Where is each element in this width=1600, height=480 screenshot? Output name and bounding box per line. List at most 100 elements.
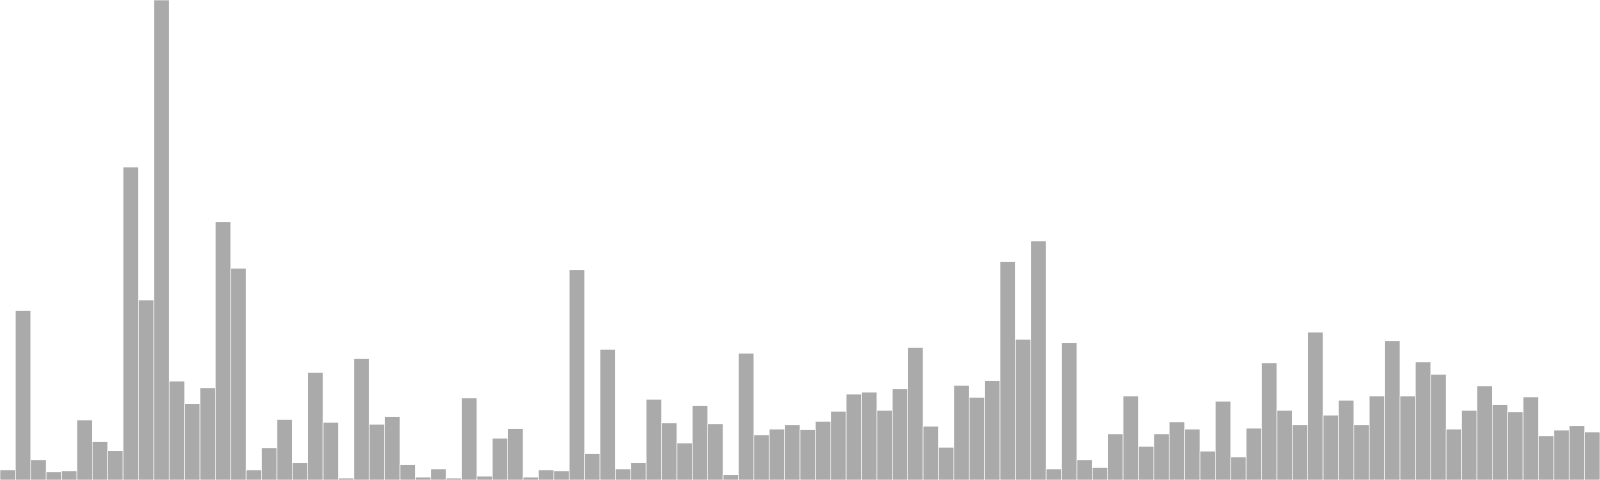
bar-85: [1307, 331, 1324, 480]
bar-12: [184, 403, 201, 480]
bar-57: [876, 410, 893, 480]
bar-62: [953, 385, 970, 480]
bar-36: [553, 470, 570, 480]
bar-6: [92, 441, 108, 480]
bar-84: [1292, 424, 1308, 480]
bar-87: [1338, 400, 1355, 480]
bar-13: [199, 387, 216, 480]
bar-26: [399, 464, 416, 480]
bar-42: [645, 399, 662, 480]
bar-86: [1322, 414, 1339, 480]
bar-80: [1230, 456, 1247, 480]
bar-79: [1215, 400, 1232, 480]
bar-70: [1076, 459, 1093, 480]
bar-2: [30, 459, 47, 480]
bar-95: [1461, 410, 1478, 480]
bar-4: [61, 470, 78, 480]
bar-64: [984, 380, 1001, 480]
bar-43: [661, 422, 678, 480]
bar-31: [476, 475, 493, 480]
bar-7: [107, 450, 124, 480]
bar-52: [799, 429, 816, 480]
bar-21: [322, 422, 339, 480]
bar-66: [1015, 339, 1032, 480]
bar-3: [45, 471, 62, 480]
bar-44: [676, 442, 693, 480]
bar-41: [630, 462, 647, 480]
bar-83: [1276, 410, 1293, 480]
bar-89: [1368, 395, 1385, 480]
bar-17: [261, 447, 278, 480]
bar-94: [1445, 428, 1462, 480]
bar-100: [1538, 435, 1555, 480]
bar-55: [845, 393, 862, 480]
bar-45: [692, 405, 708, 480]
bar-75: [1153, 433, 1170, 480]
bar-25: [384, 416, 401, 480]
bar-53: [815, 421, 832, 480]
bar-5: [76, 419, 93, 480]
bar-72: [1107, 433, 1124, 480]
bar-82: [1261, 362, 1278, 480]
bar-18: [276, 419, 293, 480]
bar-40: [615, 468, 632, 480]
bar-30: [461, 397, 478, 480]
bar-20: [307, 372, 324, 480]
bar-46: [707, 423, 724, 480]
bar-51: [784, 424, 801, 480]
bar-65: [999, 261, 1016, 480]
bar-8: [122, 166, 139, 480]
bar-47: [722, 474, 739, 480]
bar-14: [215, 221, 232, 480]
bar-38: [584, 453, 601, 480]
bar-32: [492, 437, 508, 480]
bar-19: [292, 462, 308, 480]
bar-59: [907, 347, 924, 480]
bar-98: [1507, 411, 1524, 480]
bar-60: [922, 425, 939, 480]
bar-9: [138, 299, 155, 480]
bar-37: [568, 269, 585, 480]
bar-1: [15, 310, 32, 480]
bar-96: [1476, 385, 1493, 480]
bar-16: [245, 469, 262, 480]
bar-102: [1568, 425, 1585, 480]
bar-35: [538, 469, 555, 480]
bar-58: [892, 388, 908, 480]
bar-71: [1092, 467, 1108, 480]
bar-74: [1138, 446, 1155, 480]
bar-93: [1430, 374, 1447, 480]
bar-50: [768, 428, 785, 480]
bar-39: [599, 349, 616, 480]
bar-0: [0, 469, 16, 480]
bar-28: [430, 468, 447, 480]
bar-11: [168, 380, 185, 480]
bar-91: [1399, 395, 1416, 480]
bar-99: [1522, 396, 1539, 480]
bar-97: [1492, 404, 1508, 480]
bar-67: [1030, 240, 1047, 480]
bar-49: [753, 434, 770, 480]
bar-23: [353, 358, 370, 480]
bar-10: [153, 0, 170, 480]
bar-92: [1415, 361, 1432, 480]
bar-103: [1584, 431, 1600, 480]
bar-33: [507, 428, 524, 480]
bar-81: [1245, 427, 1262, 480]
bar-88: [1353, 424, 1370, 480]
bar-78: [1199, 450, 1216, 480]
bar-61: [938, 447, 955, 480]
bar-69: [1061, 342, 1078, 480]
bar-77: [1184, 428, 1201, 480]
bar-24: [368, 424, 385, 480]
bar-73: [1122, 395, 1139, 480]
bar-54: [830, 411, 847, 480]
bar-90: [1384, 340, 1401, 480]
bar-48: [738, 352, 755, 480]
bar-68: [1045, 468, 1062, 480]
bar-63: [968, 397, 985, 480]
bar-15: [230, 268, 247, 480]
